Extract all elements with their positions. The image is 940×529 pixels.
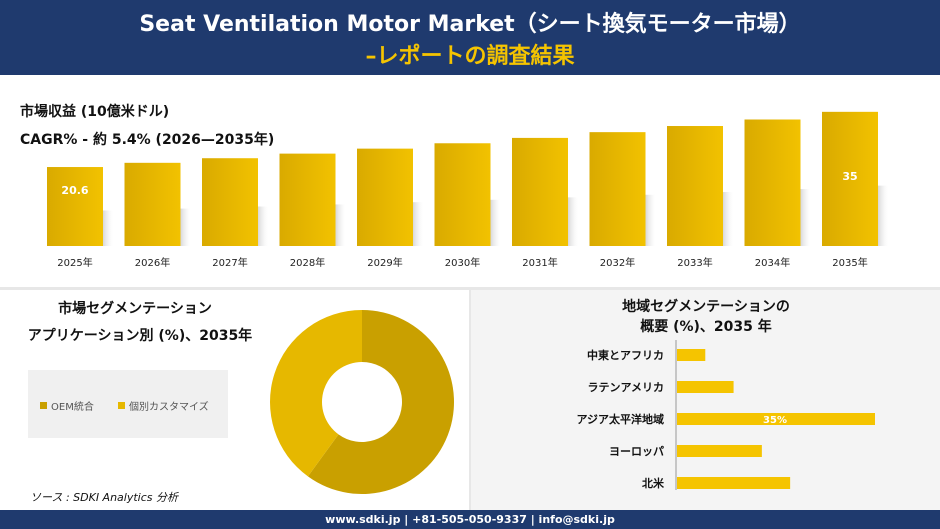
revenue-bar: [47, 167, 103, 246]
year-tick-label: 2034年: [755, 256, 790, 269]
year-tick-label: 2025年: [57, 256, 92, 269]
report-title: Seat Ventilation Motor Market（シート換気モーター市…: [139, 12, 801, 37]
year-tick-label: 2035年: [832, 256, 867, 269]
legend-label-custom: 個別カスタマイズ: [129, 402, 209, 413]
revenue-bar: [512, 137, 568, 246]
year-tick-label: 2031年: [522, 256, 557, 269]
bar-shadow: [568, 197, 578, 246]
bar-shadow: [490, 199, 501, 246]
section-divider: [0, 287, 940, 290]
year-tick-label: 2029年: [367, 256, 402, 269]
bar-shadow: [800, 189, 811, 246]
revenue-bar: [667, 126, 723, 246]
region-bar: [677, 413, 875, 425]
region-segment-title-1: 地域セグメンテーションの: [622, 299, 790, 315]
donut-slice: [307, 310, 454, 494]
contact-footer: www.sdki.jp | +81-505-050-9337 | info@sd…: [0, 510, 940, 529]
legend-item-custom: 個別カスタマイズ: [118, 398, 209, 413]
region-category-label: 中東とアフリカ: [587, 348, 664, 362]
region-category-label: ヨーロッパ: [609, 445, 664, 458]
vertical-divider: [469, 290, 471, 510]
region-segment-panel: 地域セグメンテーションの 概要 (%)、2035 年 中東とアフリカ ラテンアメリ…: [471, 290, 940, 510]
bar-shadow: [180, 208, 191, 246]
bar-data-label: 20.6: [61, 184, 88, 197]
region-data-label: 35%: [763, 415, 787, 426]
revenue-bar: [434, 143, 491, 246]
revenue-bar-chart: 2025年 20.6 2026年 2027年 2028年 2029年 2030年 2031年 2…: [47, 111, 888, 269]
legend-label-oem: OEM統合: [51, 402, 94, 413]
legend-swatch-custom: [118, 402, 125, 409]
bar-shadow: [258, 206, 268, 246]
region-category-label: アジア太平洋地域: [576, 412, 664, 426]
legend-item-oem: OEM統合: [40, 398, 94, 413]
revenue-bar: [124, 162, 181, 246]
year-tick-label: 2027年: [212, 256, 247, 269]
year-tick-label: 2028年: [290, 256, 325, 269]
bar-shadow: [103, 210, 113, 246]
bar-shadow: [413, 202, 423, 246]
pie-legend: OEM統合 個別カスタマイズ: [28, 370, 228, 438]
bar-shadow: [335, 204, 346, 246]
revenue-bar: [202, 158, 258, 246]
year-tick-label: 2032年: [600, 256, 635, 269]
revenue-label: 市場収益 (10億米ドル): [20, 104, 170, 120]
region-segment-title-2: 概要 (%)、2035 年: [640, 319, 772, 335]
region-category-label: 北米: [642, 476, 665, 490]
revenue-bar: [744, 119, 801, 246]
report-header: Seat Ventilation Motor Market（シート換気モーター市…: [0, 0, 940, 75]
application-segment-panel: 市場セグメンテーション アプリケーション別 (%)、2035年 OEM統合 個別…: [0, 290, 469, 510]
application-segment-title-2: アプリケーション別 (%)、2035年: [27, 328, 253, 344]
application-segment-title-1: 市場セグメンテーション: [58, 301, 212, 317]
source-note: ソース : SDKI Analytics 分析: [30, 491, 179, 504]
bar-shadow: [645, 194, 656, 246]
region-category-label: ラテンアメリカ: [588, 381, 664, 394]
revenue-bar: [589, 132, 646, 246]
region-bar: [677, 349, 706, 361]
revenue-panel: 市場収益 (10億米ドル) CAGR% - 約 5.4% (2026—2035年…: [0, 75, 940, 287]
region-bar: [677, 477, 791, 489]
donut-slice: [270, 310, 362, 477]
application-donut-chart: [270, 310, 454, 494]
revenue-bar: [279, 153, 336, 246]
report-subtitle: –レポートの調査結果: [365, 44, 575, 69]
revenue-bar: [357, 148, 413, 246]
legend-swatch-oem: [40, 402, 47, 409]
year-tick-label: 2030年: [445, 256, 480, 269]
bar-shadow: [723, 192, 733, 246]
cagr-label: CAGR% - 約 5.4% (2026—2035年): [20, 132, 275, 148]
revenue-bar: [822, 111, 878, 246]
year-tick-label: 2033年: [677, 256, 712, 269]
year-tick-label: 2026年: [135, 256, 170, 269]
region-bar: [677, 381, 734, 393]
region-bar: [677, 445, 762, 457]
bar-shadow: [878, 185, 888, 246]
bar-data-label: 35: [842, 170, 857, 183]
